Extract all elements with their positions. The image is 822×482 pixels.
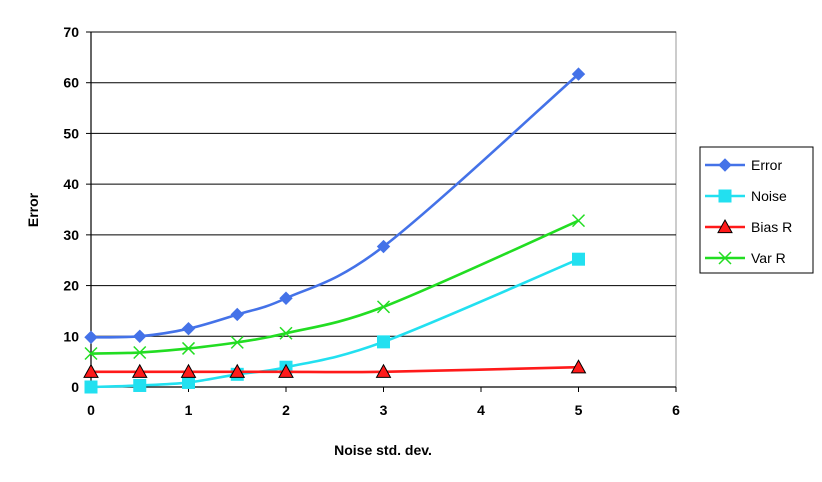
y-tick-label-5: 50	[63, 125, 79, 141]
point-noise-5	[377, 335, 390, 349]
point-var-r-6	[571, 214, 586, 228]
legend-marker-error	[718, 158, 732, 172]
point-noise-6	[572, 252, 585, 266]
point-var-r-1	[133, 345, 147, 360]
y-tick-label-6: 60	[63, 75, 79, 91]
legend-items: Error Noise Bias R Var R	[705, 157, 792, 266]
point-error-0	[84, 330, 98, 345]
y-tick-label-0: 0	[71, 379, 79, 395]
point-bias-r-3	[229, 363, 246, 378]
point-noise-0	[84, 380, 98, 394]
point-noise-1	[133, 378, 147, 392]
point-error-3	[230, 307, 244, 322]
legend-label-bias-r: Bias R	[751, 219, 792, 235]
point-error-6	[571, 67, 586, 81]
y-tick-labels: 0 10 20 30 40 50 60 70	[63, 24, 91, 395]
legend-item-bias-r: Bias R	[705, 218, 792, 235]
x-tick-label-6: 6	[672, 402, 680, 418]
legend-label-error: Error	[751, 157, 782, 173]
x-tick-label-4: 4	[477, 402, 485, 418]
point-error-5	[376, 239, 391, 254]
point-var-r-4	[279, 326, 293, 340]
point-error-2	[181, 321, 196, 336]
x-axis-title: Noise std. dev.	[334, 442, 432, 458]
legend-marker-noise	[718, 189, 732, 203]
series-group	[83, 67, 587, 394]
point-var-r-0	[84, 346, 98, 361]
y-axis-title: Error	[25, 192, 41, 227]
legend-marker-var-r	[718, 251, 732, 265]
series-line-var-r	[90, 219, 580, 355]
legend-item-error: Error	[705, 157, 782, 173]
point-bias-r-1	[131, 363, 148, 378]
legend-item-var-r: Var R	[705, 250, 786, 266]
point-var-r-2	[181, 341, 196, 355]
legend-marker-bias-r	[717, 218, 733, 234]
x-tick-label-0: 0	[87, 402, 95, 418]
point-bias-r-0	[83, 363, 99, 378]
point-noise-2	[182, 375, 195, 389]
y-tick-label-2: 20	[63, 278, 79, 294]
y-tick-label-1: 10	[63, 328, 79, 344]
y-tick-label-3: 30	[63, 227, 79, 243]
point-var-r-3	[230, 335, 244, 349]
point-error-4	[279, 291, 293, 305]
point-bias-r-5	[375, 363, 392, 378]
y-tick-label-7: 70	[63, 24, 79, 40]
point-bias-r-4	[278, 363, 294, 378]
point-var-r-5	[376, 300, 391, 314]
gridlines	[91, 31, 676, 337]
x-tick-label-2: 2	[282, 402, 290, 418]
point-error-1	[133, 329, 147, 343]
legend-label-var-r: Var R	[751, 250, 786, 266]
x-tick-label-5: 5	[575, 402, 583, 418]
y-tick-label-4: 40	[63, 176, 79, 192]
x-tick-label-3: 3	[380, 402, 388, 418]
legend-item-noise: Noise	[705, 188, 787, 204]
point-bias-r-6	[570, 359, 587, 374]
x-tick-label-1: 1	[185, 402, 193, 418]
legend-box	[699, 146, 814, 274]
point-bias-r-2	[180, 363, 197, 378]
legend: Error Noise Bias R Var R	[699, 146, 814, 274]
legend-label-noise: Noise	[751, 188, 787, 204]
